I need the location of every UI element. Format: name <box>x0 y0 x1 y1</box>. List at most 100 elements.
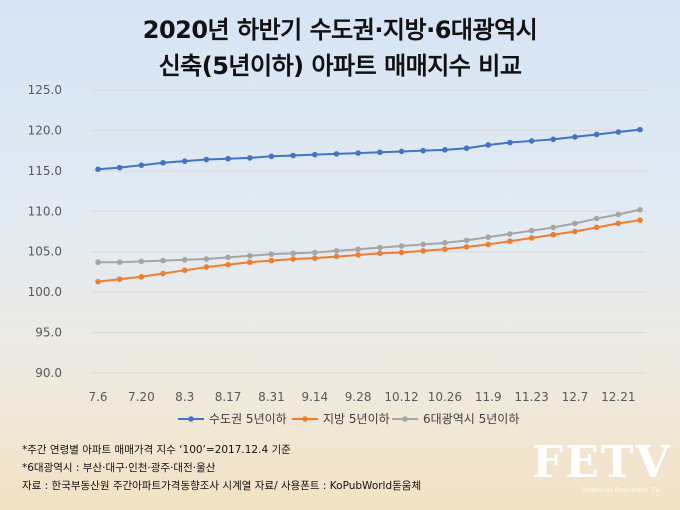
x-tick-label: 11.23 <box>514 390 548 404</box>
x-tick-label: 8.31 <box>258 390 285 404</box>
data-point <box>637 126 643 133</box>
data-point <box>268 257 275 264</box>
data-point <box>377 149 383 156</box>
data-point <box>333 151 340 157</box>
footnote-source: 자료 : 한국부동산원 주간아파트가격동향조사 시계열 자료/ 사용폰트 : K… <box>22 480 422 492</box>
data-point <box>333 248 340 254</box>
data-point <box>572 228 578 235</box>
data-point <box>333 253 340 260</box>
data-point <box>463 145 470 152</box>
chart-title-line2: 신축(5년이하) 아파트 매매지수 비교 <box>158 52 522 80</box>
data-point <box>116 259 123 266</box>
logo-subtext: Financial Economic TV <box>581 486 660 494</box>
data-point <box>203 256 210 262</box>
data-point <box>160 159 166 166</box>
y-tick-label: 115.0 <box>28 164 62 178</box>
data-point <box>377 250 383 257</box>
x-tick-label: 9.14 <box>301 390 328 404</box>
data-point <box>355 246 361 253</box>
footnotes: *주간 연령별 아파트 매매가격 지수 ‘100’=2017.12.4 기준 *… <box>22 441 421 495</box>
data-point <box>637 217 643 223</box>
data-point <box>593 131 600 138</box>
data-point <box>528 235 535 241</box>
data-point <box>138 162 145 168</box>
data-point <box>420 248 427 254</box>
data-point <box>507 139 513 146</box>
data-point <box>550 136 557 143</box>
data-point <box>442 147 448 153</box>
y-tick-label: 110.0 <box>28 204 62 218</box>
data-point <box>377 244 383 251</box>
y-tick-label: 105.0 <box>28 245 62 259</box>
data-point <box>355 252 361 258</box>
y-tick-label: 100.0 <box>28 285 62 299</box>
data-point <box>485 241 492 248</box>
data-point <box>572 220 578 227</box>
fetv-logo: FETV Financial Economic TV <box>532 437 672 498</box>
data-point <box>138 273 145 280</box>
data-point <box>550 231 557 238</box>
data-point <box>181 257 188 263</box>
series-line-2 <box>97 219 641 283</box>
series-line-3 <box>98 208 641 264</box>
data-point <box>442 246 448 253</box>
data-point <box>95 278 101 285</box>
data-point <box>138 258 145 265</box>
data-point <box>95 259 101 266</box>
data-point <box>290 152 296 159</box>
data-point <box>246 155 253 161</box>
data-point <box>485 142 492 148</box>
data-point <box>203 264 210 270</box>
chart-title-line1: 2020년 하반기 수도권·지방·6대광역시 <box>142 16 538 44</box>
data-point <box>615 129 622 135</box>
data-point <box>507 231 513 237</box>
data-point <box>268 251 275 257</box>
data-point <box>246 252 253 259</box>
data-point <box>398 243 405 249</box>
y-tick-label: 90.0 <box>35 366 62 380</box>
data-point <box>637 206 643 213</box>
y-tick-label: 125.0 <box>28 83 62 97</box>
data-point <box>463 237 470 244</box>
legend-marker <box>402 416 408 422</box>
data-point <box>420 241 427 248</box>
x-tick-label: 8.3 <box>175 390 194 404</box>
x-tick-label: 11.9 <box>475 390 502 404</box>
x-tick-label: 9.28 <box>345 390 372 404</box>
data-point <box>203 156 210 163</box>
data-point <box>116 164 123 171</box>
x-tick-label: 7.20 <box>128 390 155 404</box>
data-point <box>615 211 622 218</box>
legend-label: 지방 5년이하 <box>323 412 390 426</box>
data-point <box>355 150 361 156</box>
data-point <box>528 227 535 234</box>
data-point <box>593 224 600 231</box>
logo-wordmark: FETV <box>532 437 672 488</box>
footnote-metro-cities: *6대광역시 : 부산·대구·인천·광주·대전·울산 <box>22 462 216 474</box>
line-chart: 90.0 95.0 100.0 105.0 110.0 115.0 120.0 125.0 7.… <box>28 83 646 426</box>
y-tick-label: 120.0 <box>28 123 62 137</box>
data-point <box>312 255 318 261</box>
data-point <box>225 254 231 261</box>
x-tick-label: 12.7 <box>562 390 589 404</box>
data-point <box>312 249 318 256</box>
data-point <box>615 220 622 227</box>
data-point <box>420 147 427 154</box>
data-point <box>485 234 492 240</box>
data-point <box>593 215 600 222</box>
data-point <box>225 261 231 268</box>
legend-label: 6대광역시 5년이하 <box>423 412 519 426</box>
legend-label: 수도권 5년이하 <box>209 412 287 426</box>
data-point <box>160 270 166 277</box>
data-point <box>246 259 253 266</box>
footnote-base: *주간 연령별 아파트 매매가격 지수 ‘100’=2017.12.4 기준 <box>22 444 291 456</box>
data-point <box>398 148 405 155</box>
data-point <box>116 276 123 283</box>
data-point <box>290 256 296 262</box>
data-point <box>550 224 557 231</box>
data-point <box>268 153 275 160</box>
data-point <box>160 257 166 264</box>
x-tick-label: 8.17 <box>215 390 242 404</box>
legend-marker <box>188 416 194 422</box>
data-point <box>225 155 231 162</box>
